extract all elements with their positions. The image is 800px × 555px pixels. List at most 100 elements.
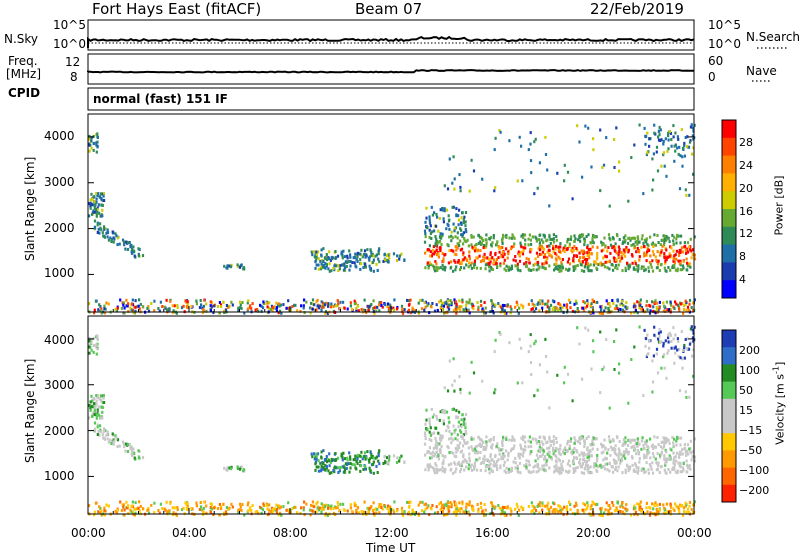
data-cell (534, 235, 537, 239)
data-cell (434, 243, 437, 247)
data-cell (648, 505, 651, 509)
data-cell (457, 416, 460, 420)
data-cell (501, 239, 504, 243)
data-cell (421, 298, 424, 302)
colorbar-swatch (722, 467, 736, 486)
data-cell (654, 457, 657, 461)
data-cell (665, 248, 668, 252)
data-cell (314, 462, 317, 466)
data-cell (376, 269, 379, 272)
data-cell (459, 248, 462, 252)
data-cell (323, 256, 326, 260)
data-cell (375, 262, 378, 266)
data-cell (503, 252, 506, 256)
data-cell (518, 259, 522, 263)
data-cell (424, 232, 427, 236)
data-cell (685, 453, 688, 457)
data-cell (551, 238, 554, 242)
data-cell (120, 508, 123, 512)
data-cell (238, 300, 242, 304)
data-cell (334, 466, 337, 470)
data-cell (518, 461, 522, 465)
data-cell (96, 410, 99, 414)
data-cell (132, 447, 135, 451)
data-cell (688, 302, 691, 306)
data-cell (440, 506, 443, 510)
data-cell (656, 234, 659, 237)
data-cell (429, 224, 432, 228)
data-cell (96, 423, 99, 427)
data-cell (428, 311, 431, 315)
data-cell (447, 426, 450, 430)
data-cell (484, 469, 487, 473)
power-ytick-3000: 3000 (44, 175, 75, 189)
data-cell (116, 306, 119, 310)
data-cell (453, 229, 456, 233)
data-cell (262, 502, 265, 506)
data-cell (660, 248, 663, 252)
data-cell (636, 471, 639, 475)
data-cell (349, 466, 352, 470)
data-cell (435, 464, 438, 468)
data-cell (425, 206, 428, 210)
data-cell (434, 445, 437, 449)
data-cell (439, 232, 442, 236)
data-cell (93, 412, 96, 416)
data-cell (344, 260, 347, 264)
xtick-2000: 20:00 (576, 526, 611, 540)
data-cell (398, 459, 401, 463)
data-cell (496, 240, 499, 244)
data-cell (346, 261, 349, 264)
data-cell (653, 435, 656, 439)
data-cell (568, 447, 571, 451)
data-cell (684, 338, 687, 341)
data-cell (341, 254, 344, 258)
data-cell (546, 370, 549, 374)
data-cell (652, 455, 655, 459)
data-cell (101, 406, 104, 409)
data-cell (444, 265, 447, 269)
data-cell (432, 450, 435, 454)
data-cell (173, 304, 176, 308)
data-cell (530, 299, 533, 303)
data-cell (633, 448, 637, 451)
data-cell (439, 410, 442, 414)
data-cell (689, 139, 692, 143)
data-cell (586, 448, 589, 452)
data-cell (116, 236, 119, 240)
nave-tick-low: 0 (708, 70, 716, 84)
data-cell (548, 437, 551, 441)
data-cell (497, 458, 500, 462)
data-cell (102, 234, 105, 238)
data-cell (185, 305, 188, 308)
data-cell (310, 250, 313, 254)
data-cell (340, 452, 343, 456)
data-cell (483, 301, 486, 304)
data-cell (473, 451, 477, 455)
data-cell (279, 505, 282, 509)
data-cell (462, 460, 465, 464)
data-cell (342, 300, 345, 304)
data-cell (356, 462, 359, 465)
data-cell (645, 299, 648, 303)
data-cell (688, 140, 692, 144)
data-cell (596, 300, 599, 304)
data-cell (663, 454, 666, 458)
data-cell (157, 307, 160, 310)
data-cell (584, 464, 588, 468)
data-cell (95, 412, 98, 416)
data-cell (525, 459, 528, 463)
data-cell (461, 211, 464, 215)
data-cell (629, 440, 632, 444)
data-cell (631, 463, 634, 467)
data-cell (522, 249, 525, 253)
data-cell (317, 459, 320, 463)
data-cell (552, 250, 555, 254)
data-cell (691, 455, 694, 459)
data-cell (443, 184, 446, 188)
data-cell (590, 240, 594, 244)
data-cell (663, 234, 666, 238)
data-cell (455, 304, 458, 308)
data-cell (681, 466, 685, 470)
data-cell (363, 298, 366, 302)
